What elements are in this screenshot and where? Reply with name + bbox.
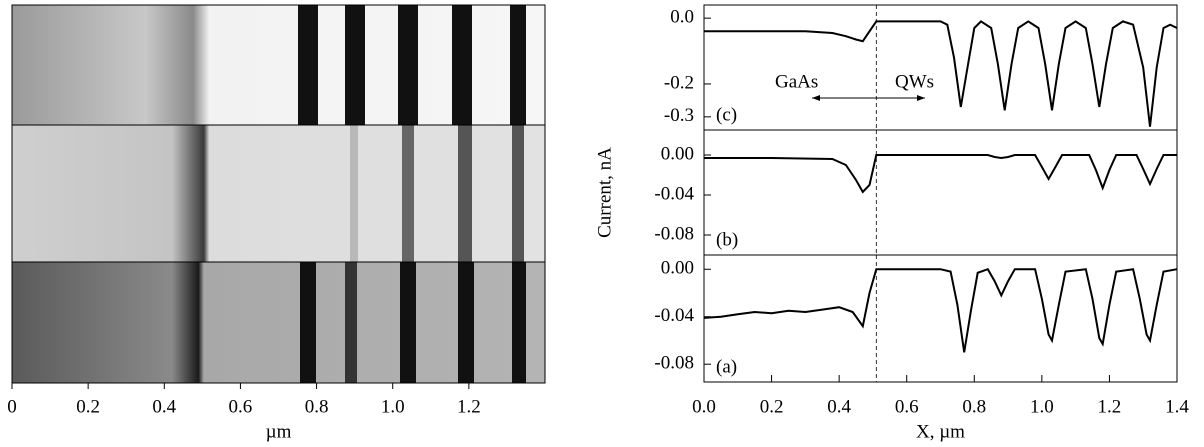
x-tick-label: 1.2: [457, 396, 481, 417]
x-tick-label: 0.0: [692, 396, 716, 417]
y-tick-label: -0.08: [654, 223, 694, 244]
current-line: [703, 267, 1178, 353]
x-tick-label: 0.6: [895, 396, 919, 417]
current-line: [704, 20, 1178, 127]
current-line: [704, 154, 1177, 194]
x-tick-label: 0.6: [229, 396, 253, 417]
x-axis-label: µm: [266, 421, 292, 442]
stripes: [298, 5, 526, 383]
x-tick-label: 0: [7, 396, 17, 417]
image-panel: [12, 125, 545, 262]
y-tick-label: 0.00: [661, 143, 694, 164]
y-axis-label: Current, nA: [594, 147, 615, 238]
plot-frame: [703, 254, 1178, 383]
x-tick-label: 1.4: [1165, 396, 1189, 417]
x-tick-label: 1.0: [381, 396, 405, 417]
panel-label: (b): [716, 229, 738, 250]
x-tick-label: 0.2: [760, 396, 784, 417]
y-tick-label: 0.00: [661, 258, 694, 279]
x-tick-label: 0.8: [305, 396, 329, 417]
micrograph: [11, 4, 546, 384]
x-tick-label: 0.4: [152, 396, 176, 417]
x-tick-label: 0.4: [827, 396, 851, 417]
x-tick-label: 0.2: [76, 396, 100, 417]
annotation: QWs: [895, 71, 934, 92]
y-tick-label: 0.0: [670, 7, 694, 28]
x-tick-label: 1.2: [1098, 396, 1122, 417]
plot-frame: [703, 129, 1178, 256]
x-tick-label: 0.8: [962, 396, 986, 417]
y-tick-label: -0.04: [654, 183, 694, 204]
x-axis-label: X, µm: [916, 421, 965, 442]
y-tick-label: -0.04: [654, 305, 694, 326]
panel-label: (a): [716, 356, 737, 377]
y-tick-label: -0.3: [664, 105, 694, 126]
image-panel: [12, 262, 545, 383]
annotation: GaAs: [775, 71, 818, 92]
x-tick-label: 1.0: [1030, 396, 1054, 417]
y-tick-label: -0.08: [654, 353, 694, 374]
image-frame: [11, 4, 546, 384]
y-tick-label: -0.2: [664, 72, 694, 93]
panel-label: (c): [716, 104, 737, 125]
